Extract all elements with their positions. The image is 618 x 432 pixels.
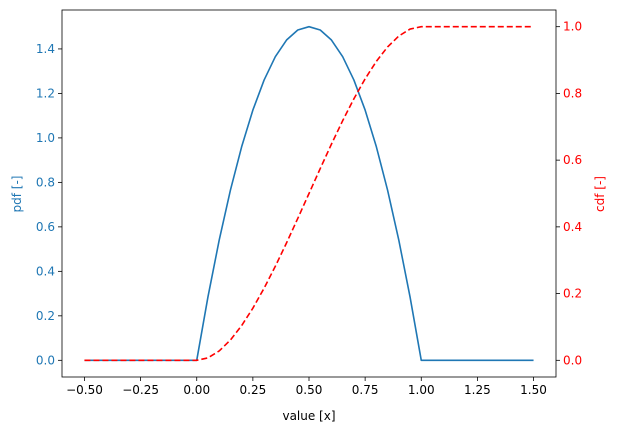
y-right-tick-label: 0.8 xyxy=(563,86,582,100)
y-right-tick-label: 0.2 xyxy=(563,287,582,301)
cdf-line xyxy=(84,25,534,362)
x-tick-label: 0.00 xyxy=(183,383,210,397)
y-right-tick-label: 0.6 xyxy=(563,153,582,167)
x-tick-label: 1.50 xyxy=(520,383,547,397)
x-axis-label: value [x] xyxy=(282,409,335,423)
y-left-tick-label: 0.8 xyxy=(36,175,55,189)
x-tick-label: 1.25 xyxy=(464,383,491,397)
y-left-tick-label: 1.0 xyxy=(36,131,55,145)
pdf-line xyxy=(84,25,534,362)
y-left-tick-label: 0.2 xyxy=(36,309,55,323)
x-tick-label: 0.50 xyxy=(296,383,323,397)
x-tick-label: −0.50 xyxy=(66,383,103,397)
y-right-tick-label: 0.0 xyxy=(563,353,582,367)
y-left-tick-label: 1.2 xyxy=(36,86,55,100)
y-axis-label-right: cdf [-] xyxy=(593,176,607,212)
x-tick-label: 0.75 xyxy=(352,383,379,397)
x-tick-label: 1.00 xyxy=(408,383,435,397)
ticks: −0.50 −0.25 0.00 0.25 0.50 0.75 1.00 1.25 1.50 0.… xyxy=(36,20,582,397)
x-tick-label: −0.25 xyxy=(122,383,159,397)
y-axis-label-left: pdf [-] xyxy=(10,176,24,213)
plot-area xyxy=(84,25,534,362)
x-tick-label: 0.25 xyxy=(240,383,267,397)
y-right-tick-label: 0.4 xyxy=(563,220,582,234)
y-left-tick-label: 0.4 xyxy=(36,264,55,278)
y-right-tick-label: 1.0 xyxy=(563,20,582,34)
y-left-tick-label: 1.4 xyxy=(36,42,55,56)
y-left-tick-label: 0.0 xyxy=(36,353,55,367)
y-left-tick-label: 0.6 xyxy=(36,220,55,234)
